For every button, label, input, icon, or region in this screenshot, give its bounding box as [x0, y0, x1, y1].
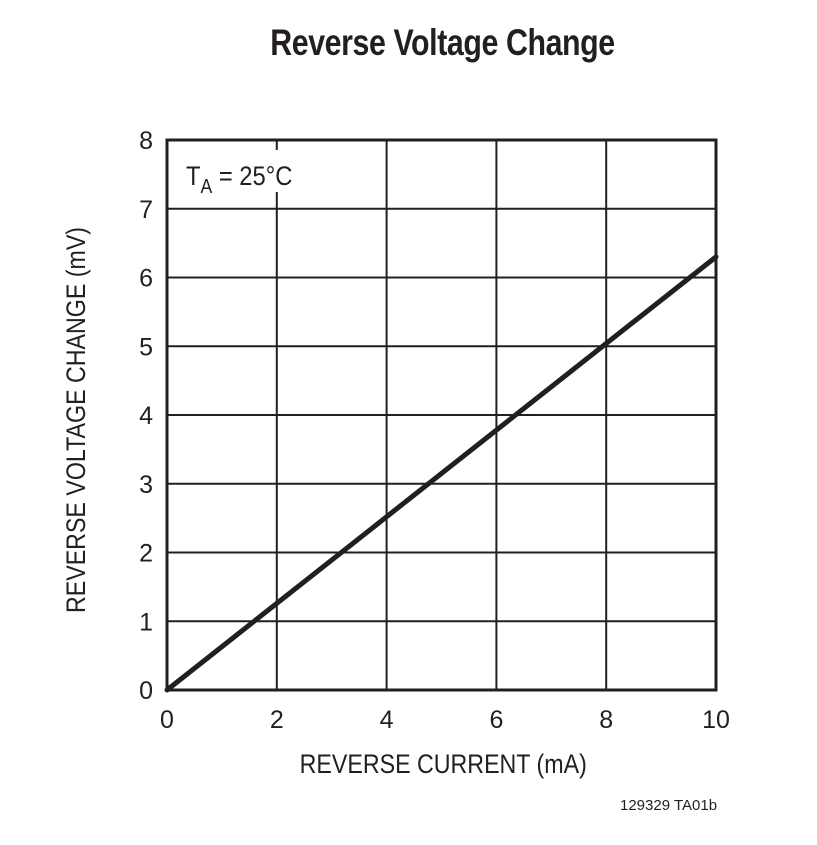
y-tick-label: 4	[139, 402, 153, 430]
y-tick-label: 5	[139, 333, 153, 361]
data-line	[164, 254, 719, 693]
plot-frame	[165, 138, 718, 692]
y-tick-label: 0	[139, 677, 153, 705]
x-tick-label: 10	[702, 706, 730, 734]
y-tick-label: 6	[139, 265, 153, 293]
x-tick-label: 6	[489, 706, 503, 734]
x-tick-label: 8	[599, 706, 613, 734]
y-tick-label: 7	[139, 196, 153, 224]
y-tick-label: 8	[139, 127, 153, 155]
y-tick-label: 3	[139, 471, 153, 499]
x-tick-label: 2	[270, 706, 284, 734]
chart-title: Reverse Voltage Change	[270, 22, 615, 63]
annotation-background	[180, 150, 308, 192]
x-tick-label: 0	[160, 706, 174, 734]
y-tick-label: 1	[139, 608, 153, 636]
y-axis-label: REVERSE VOLTAGE CHANGE (mV)	[61, 227, 91, 613]
figure-id: 129329 TA01b	[620, 797, 718, 814]
y-tick-label: 2	[139, 540, 153, 568]
temperature-annotation: TA = 25°C	[186, 162, 292, 198]
x-tick-label: 4	[380, 706, 394, 734]
x-axis-label: REVERSE CURRENT (mA)	[300, 749, 587, 779]
